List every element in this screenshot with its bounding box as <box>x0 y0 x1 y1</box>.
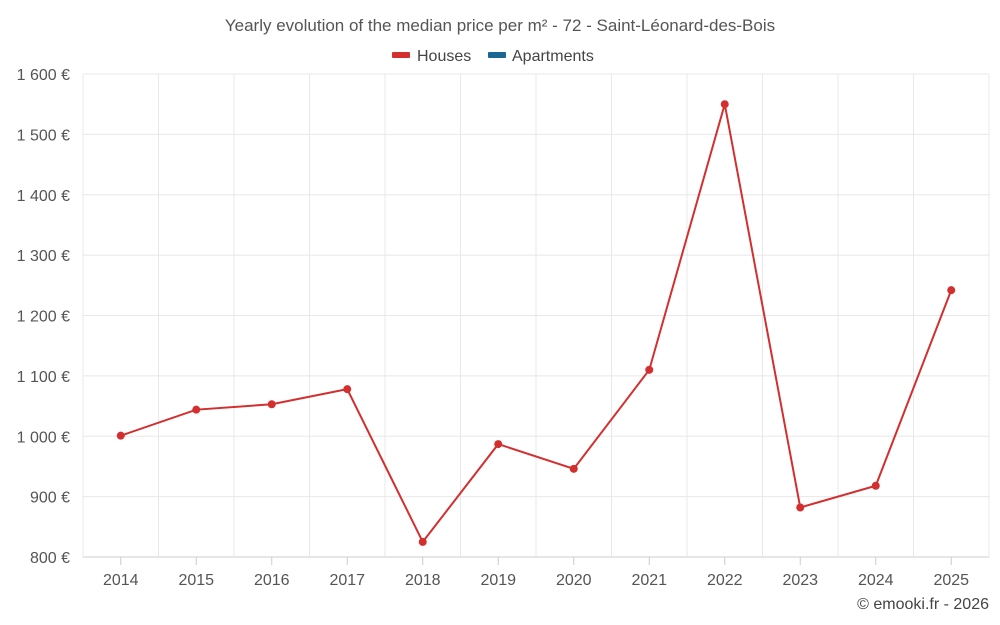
y-tick-label: 1 600 € <box>17 67 70 84</box>
data-point-houses-2014[interactable] <box>116 431 125 440</box>
legend-swatch-houses <box>392 52 410 58</box>
data-point-houses-2017[interactable] <box>343 385 352 394</box>
x-tick-label: 2017 <box>329 572 365 589</box>
y-tick-label: 1 500 € <box>17 127 70 144</box>
x-tick-label: 2015 <box>178 572 214 589</box>
y-tick-label: 1 200 € <box>17 309 70 326</box>
data-point-houses-2025[interactable] <box>947 286 956 295</box>
axes: 800 € 900 € 1 000 € 1 100 € 1 200 € 1 300 € 1 … <box>17 67 970 589</box>
series-line-houses <box>120 103 953 544</box>
chart-title: Yearly evolution of the median price per… <box>225 16 775 35</box>
x-tick-label: 2022 <box>707 572 743 589</box>
x-tick-label: 2023 <box>782 572 818 589</box>
x-tick-label: 2019 <box>480 572 516 589</box>
data-point-houses-2020[interactable] <box>569 464 578 473</box>
y-tick-label: 800 € <box>30 550 70 567</box>
data-point-houses-2024[interactable] <box>871 481 880 490</box>
x-tick-label: 2020 <box>556 572 592 589</box>
y-tick-label: 1 100 € <box>17 369 70 386</box>
y-tick-label: 900 € <box>30 490 70 507</box>
x-tick-label: 2021 <box>631 572 667 589</box>
x-tick-label: 2014 <box>103 572 139 589</box>
x-tick-label: 2016 <box>254 572 290 589</box>
series <box>116 100 956 546</box>
data-point-houses-2023[interactable] <box>796 503 805 512</box>
x-tick-label: 2018 <box>405 572 441 589</box>
data-point-houses-2015[interactable] <box>192 405 201 414</box>
y-tick-label: 1 000 € <box>17 429 70 446</box>
legend-item-houses[interactable]: Houses <box>392 48 471 65</box>
x-tick-label: 2024 <box>858 572 894 589</box>
data-point-houses-2021[interactable] <box>645 365 654 374</box>
legend: Houses Apartments <box>392 48 594 65</box>
y-tick-label: 1 400 € <box>17 188 70 205</box>
legend-item-apartments[interactable]: Apartments <box>488 48 594 65</box>
data-point-houses-2022[interactable] <box>720 100 729 109</box>
x-tick-label: 2025 <box>933 572 969 589</box>
legend-label-houses: Houses <box>417 48 471 65</box>
data-point-houses-2016[interactable] <box>267 400 276 409</box>
data-point-houses-2018[interactable] <box>418 537 427 546</box>
data-point-houses-2019[interactable] <box>494 440 503 449</box>
legend-swatch-apartments <box>488 52 506 58</box>
y-tick-label: 1 300 € <box>17 248 70 265</box>
grid <box>82 73 990 558</box>
chart-credit: © emooki.fr - 2026 <box>857 596 989 613</box>
legend-label-apartments: Apartments <box>512 48 594 65</box>
